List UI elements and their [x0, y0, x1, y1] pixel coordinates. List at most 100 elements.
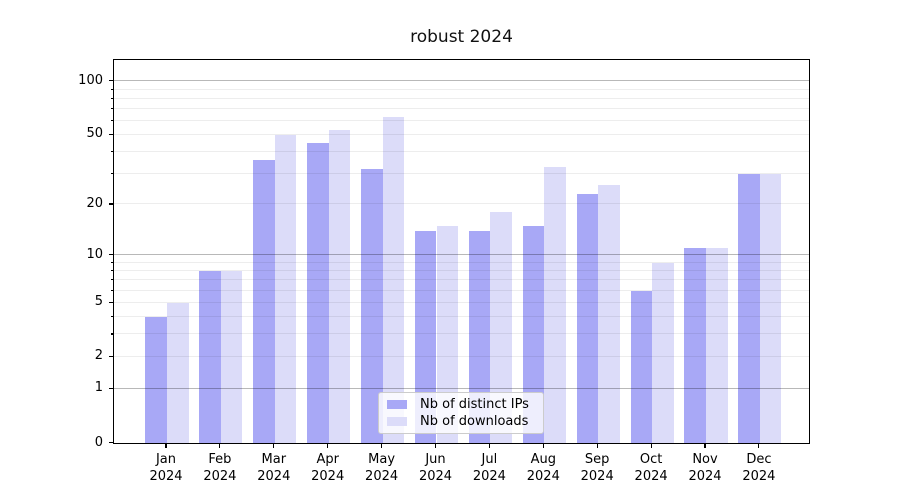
- legend-swatch-downloads: [387, 416, 407, 427]
- y-minortick-8: [110, 269, 113, 272]
- y-tick-2: [109, 355, 113, 357]
- bar-jul-downloads: [490, 212, 512, 443]
- y-minortick-9: [110, 261, 113, 263]
- y-minortick-4: [110, 315, 113, 318]
- bar-may-distinct-ips: [361, 169, 383, 443]
- y-label-0: 0: [94, 434, 103, 450]
- x-label-may: May 2024: [365, 452, 399, 484]
- x-tick-apr: [327, 444, 329, 448]
- x-tick-oct: [650, 444, 652, 448]
- x-label-jan: Jan 2024: [149, 452, 183, 484]
- y-tick-20: [109, 203, 113, 205]
- x-tick-jun: [434, 444, 437, 448]
- legend-item-downloads: Nb of downloads: [387, 414, 535, 429]
- gridline-5: [114, 301, 809, 303]
- gridline-4: [114, 315, 809, 317]
- bar-sep-downloads: [598, 184, 620, 443]
- bar-feb-distinct-ips: [199, 270, 221, 443]
- y-tick-100: [109, 80, 113, 82]
- x-label-feb: Feb 2024: [203, 452, 237, 484]
- y-minortick-3: [110, 333, 113, 335]
- bar-aug-downloads: [544, 166, 566, 443]
- x-tick-dec: [758, 444, 760, 448]
- bar-nov-downloads: [706, 248, 728, 443]
- gridline-30: [114, 172, 809, 174]
- bar-mar-distinct-ips: [253, 160, 275, 443]
- x-label-mar: Mar 2024: [257, 452, 291, 484]
- legend-label-distinct-ips: Nb of distinct IPs: [420, 397, 529, 412]
- gridline-80: [114, 97, 809, 99]
- bar-may-downloads: [382, 117, 405, 443]
- gridline-9: [114, 261, 809, 263]
- gridline-50: [114, 133, 809, 135]
- bar-mar-downloads: [274, 134, 297, 443]
- gridline-3: [114, 333, 809, 335]
- bar-oct-downloads: [652, 262, 674, 443]
- y-minortick-7: [110, 279, 113, 281]
- gridline-1: [114, 387, 809, 389]
- bar-jun-distinct-ips: [414, 230, 437, 443]
- gridline-60: [114, 119, 809, 121]
- x-label-aug: Aug 2024: [526, 452, 560, 484]
- bar-apr-downloads: [328, 130, 351, 443]
- bar-dec-downloads: [759, 173, 782, 443]
- x-label-sep: Sep 2024: [580, 452, 614, 484]
- legend-item-distinct-ips: Nb of distinct IPs: [387, 397, 535, 412]
- bar-apr-distinct-ips: [307, 143, 329, 443]
- y-label-20: 20: [86, 195, 103, 211]
- y-tick-0: [109, 441, 113, 444]
- x-label-dec: Dec 2024: [742, 452, 776, 484]
- legend-swatch-distinct-ips: [387, 399, 407, 410]
- x-tick-nov: [704, 444, 706, 448]
- y-tick-50: [109, 133, 113, 135]
- x-tick-jul: [488, 444, 490, 448]
- y-minortick-70: [110, 107, 113, 110]
- bar-jan-downloads: [167, 302, 189, 443]
- y-tick-5: [109, 301, 113, 303]
- y-minortick-60: [110, 119, 113, 122]
- x-tick-feb: [219, 444, 221, 448]
- x-tick-may: [381, 444, 383, 448]
- legend-label-downloads: Nb of downloads: [420, 414, 529, 429]
- gridline-10: [114, 254, 809, 256]
- gridline-40: [114, 151, 809, 153]
- x-label-apr: Apr 2024: [311, 452, 345, 484]
- x-tick-sep: [596, 444, 598, 448]
- bar-jul-distinct-ips: [468, 230, 491, 443]
- y-minortick-90: [110, 88, 113, 90]
- y-label-10: 10: [86, 246, 103, 262]
- x-axis: Jan 2024 Feb 2024 Mar 2024 Apr 2024 May 2024…: [113, 444, 810, 498]
- bar-jan-distinct-ips: [145, 316, 167, 443]
- x-label-oct: Oct 2024: [634, 452, 668, 484]
- y-minortick-80: [110, 97, 113, 99]
- x-label-jul: Jul 2024: [472, 452, 506, 484]
- gridline-100: [114, 80, 809, 82]
- bar-jun-downloads: [436, 225, 459, 443]
- y-tick-10: [109, 254, 113, 256]
- x-tick-aug: [542, 444, 544, 448]
- gridline-7: [114, 279, 809, 281]
- y-minortick-40: [110, 151, 113, 153]
- gridline-20: [114, 203, 809, 205]
- gridline-90: [114, 88, 809, 90]
- y-label-50: 50: [86, 126, 103, 142]
- x-tick-mar: [273, 444, 275, 448]
- gridline-2: [114, 355, 809, 357]
- y-label-100: 100: [78, 72, 103, 88]
- bar-aug-distinct-ips: [522, 225, 545, 443]
- y-axis: 0 1 2 5 10 20 50 100: [0, 59, 113, 450]
- x-tick-jan: [165, 444, 167, 448]
- x-label-nov: Nov 2024: [688, 452, 722, 484]
- gridline-6: [114, 289, 809, 291]
- y-minortick-30: [110, 172, 113, 175]
- bar-sep-distinct-ips: [576, 193, 599, 443]
- bar-feb-downloads: [220, 270, 243, 443]
- bar-dec-distinct-ips: [738, 173, 760, 443]
- chart-title: robust 2024: [410, 27, 513, 47]
- gridline-8: [114, 269, 809, 271]
- y-label-5: 5: [94, 294, 103, 310]
- legend: Nb of distinct IPs Nb of downloads: [378, 392, 544, 434]
- x-label-jun: Jun 2024: [418, 452, 453, 484]
- y-label-2: 2: [94, 348, 103, 364]
